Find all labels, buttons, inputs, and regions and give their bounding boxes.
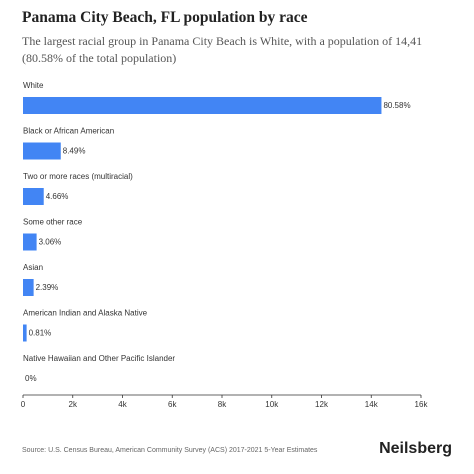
- value-label: 0%: [25, 374, 37, 383]
- value-label: 8.49%: [63, 147, 86, 156]
- bar: [23, 142, 61, 160]
- bar: [23, 324, 27, 342]
- value-label: 4.66%: [46, 192, 69, 201]
- x-tick-label: 0: [21, 400, 26, 409]
- x-tick-label: 6k: [168, 400, 177, 409]
- x-tick-label: 8k: [218, 400, 227, 409]
- x-tick-label: 4k: [118, 400, 127, 409]
- x-tick-label: 10k: [265, 400, 279, 409]
- bar: [23, 188, 44, 205]
- chart-subtitle: The largest racial group in Panama City …: [22, 34, 423, 65]
- source: Source: U.S. Census Bureau, American Com…: [22, 447, 318, 454]
- value-label: 80.58%: [383, 101, 410, 110]
- category-label: Native Hawaiian and Other Pacific Island…: [23, 354, 175, 363]
- value-label: 2.39%: [36, 283, 59, 292]
- value-label: 0.81%: [29, 329, 52, 338]
- chart-title: Panama City Beach, FL population by race: [22, 9, 308, 26]
- bar: [23, 233, 37, 251]
- category-label: Black or African American: [23, 127, 114, 136]
- brand: Neilsberg: [379, 440, 452, 457]
- category-label: Asian: [23, 263, 43, 272]
- x-tick-label: 14k: [365, 400, 379, 409]
- bar: [23, 97, 382, 114]
- category-label: White: [23, 81, 44, 90]
- category-label: American Indian and Alaska Native: [23, 309, 148, 318]
- x-tick-label: 2k: [69, 400, 78, 409]
- category-label: Some other race: [23, 218, 83, 227]
- bar: [23, 279, 34, 296]
- x-tick-label: 12k: [315, 400, 329, 409]
- x-tick-label: 16k: [415, 400, 429, 409]
- category-label: Two or more races (multiracial): [23, 172, 133, 181]
- value-label: 3.06%: [39, 238, 62, 247]
